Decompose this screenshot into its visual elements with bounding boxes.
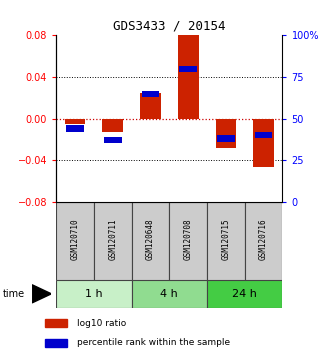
Text: time: time: [3, 289, 25, 299]
Bar: [65, 119, 85, 124]
Bar: [169, 202, 207, 280]
Bar: [179, 65, 197, 72]
Bar: [253, 119, 274, 167]
Bar: [56, 202, 94, 280]
Bar: [255, 132, 273, 138]
Text: percentile rank within the sample: percentile rank within the sample: [77, 338, 230, 348]
Text: GSM120715: GSM120715: [221, 218, 230, 260]
Bar: [217, 136, 235, 142]
Bar: [102, 119, 123, 132]
Bar: [45, 319, 67, 327]
Text: 4 h: 4 h: [160, 289, 178, 299]
Text: 1 h: 1 h: [85, 289, 103, 299]
Bar: [66, 125, 84, 132]
Text: GSM120716: GSM120716: [259, 218, 268, 260]
Bar: [104, 137, 122, 143]
Bar: [132, 280, 207, 308]
Bar: [207, 280, 282, 308]
Text: GSM120708: GSM120708: [184, 218, 193, 260]
Text: GSM120710: GSM120710: [71, 218, 80, 260]
Text: GSM120711: GSM120711: [108, 218, 117, 260]
Text: 24 h: 24 h: [232, 289, 257, 299]
Bar: [56, 280, 132, 308]
Polygon shape: [32, 285, 51, 303]
Text: GSM120648: GSM120648: [146, 218, 155, 260]
Bar: [245, 202, 282, 280]
Bar: [140, 93, 161, 119]
Bar: [215, 119, 236, 148]
Bar: [45, 339, 67, 347]
Bar: [132, 202, 169, 280]
Text: log10 ratio: log10 ratio: [77, 319, 126, 328]
Bar: [207, 202, 245, 280]
Bar: [142, 91, 159, 97]
Title: GDS3433 / 20154: GDS3433 / 20154: [113, 20, 226, 33]
Bar: [94, 202, 132, 280]
Bar: [178, 35, 199, 119]
